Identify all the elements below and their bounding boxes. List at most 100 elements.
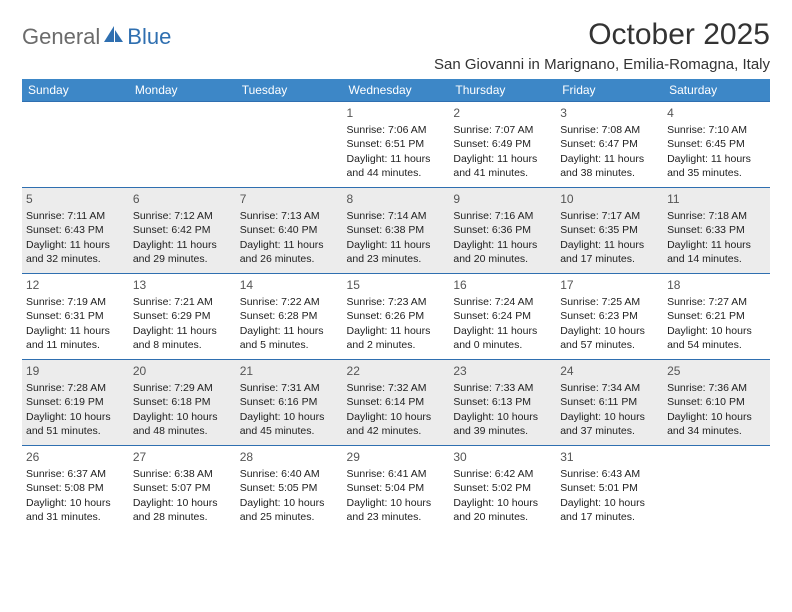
daylight-line: Daylight: 11 hours and 41 minutes.: [453, 152, 552, 180]
sunset-line: Sunset: 6:16 PM: [240, 395, 339, 409]
day-header: Saturday: [663, 79, 770, 102]
sunrise-line: Sunrise: 7:14 AM: [347, 209, 446, 223]
daylight-line: Daylight: 11 hours and 20 minutes.: [453, 238, 552, 266]
day-number: 24: [560, 363, 659, 379]
sunset-line: Sunset: 6:31 PM: [26, 309, 125, 323]
month-title: October 2025: [434, 18, 770, 52]
sunrise-line: Sunrise: 7:32 AM: [347, 381, 446, 395]
daylight-line: Daylight: 11 hours and 38 minutes.: [560, 152, 659, 180]
sunrise-line: Sunrise: 7:06 AM: [347, 123, 446, 137]
sunset-line: Sunset: 6:40 PM: [240, 223, 339, 237]
sunset-line: Sunset: 6:11 PM: [560, 395, 659, 409]
sunrise-line: Sunrise: 6:38 AM: [133, 467, 232, 481]
day-number: 2: [453, 105, 552, 121]
daylight-line: Daylight: 11 hours and 14 minutes.: [667, 238, 766, 266]
week-row: 1Sunrise: 7:06 AMSunset: 6:51 PMDaylight…: [22, 102, 770, 188]
day-cell: 25 Sunrise: 7:36 AMSunset: 6:10 PMDayligh…: [663, 360, 770, 446]
sunset-line: Sunset: 6:47 PM: [560, 137, 659, 151]
sunset-line: Sunset: 6:33 PM: [667, 223, 766, 237]
day-number: 6: [133, 191, 232, 207]
day-header-row: Sunday Monday Tuesday Wednesday Thursday…: [22, 79, 770, 102]
day-cell: 14Sunrise: 7:22 AMSunset: 6:28 PMDayligh…: [236, 274, 343, 360]
day-number: 9: [453, 191, 552, 207]
day-cell: [129, 102, 236, 188]
day-number: 25: [667, 363, 766, 379]
sunset-line: Sunset: 6:45 PM: [667, 137, 766, 151]
day-number: 29: [347, 449, 446, 465]
day-cell: 6Sunrise: 7:12 AMSunset: 6:42 PMDaylight…: [129, 188, 236, 274]
daylight-line: Daylight: 10 hours and 20 minutes.: [453, 496, 552, 524]
day-number: 7: [240, 191, 339, 207]
day-cell: 19Sunrise: 7:28 AMSunset: 6:19 PMDayligh…: [22, 360, 129, 446]
sunrise-line: Sunrise: 7:31 AM: [240, 381, 339, 395]
daylight-line: Daylight: 11 hours and 44 minutes.: [347, 152, 446, 180]
day-cell: 3Sunrise: 7:08 AMSunset: 6:47 PMDaylight…: [556, 102, 663, 188]
logo-sail-icon: [104, 26, 124, 49]
sunrise-line: Sunrise: 7:25 AM: [560, 295, 659, 309]
sunset-line: Sunset: 6:35 PM: [560, 223, 659, 237]
day-cell: 17Sunrise: 7:25 AMSunset: 6:23 PMDayligh…: [556, 274, 663, 360]
sunrise-line: Sunrise: 7:28 AM: [26, 381, 125, 395]
sunrise-line: Sunrise: 7:19 AM: [26, 295, 125, 309]
sunrise-line: Sunrise: 7:22 AM: [240, 295, 339, 309]
daylight-line: Daylight: 10 hours and 42 minutes.: [347, 410, 446, 438]
sunset-line: Sunset: 6:24 PM: [453, 309, 552, 323]
day-cell: 5Sunrise: 7:11 AMSunset: 6:43 PMDaylight…: [22, 188, 129, 274]
day-number: 10: [560, 191, 659, 207]
day-number: 13: [133, 277, 232, 293]
sunrise-line: Sunrise: 6:41 AM: [347, 467, 446, 481]
sunrise-line: Sunrise: 7:08 AM: [560, 123, 659, 137]
daylight-line: Daylight: 10 hours and 45 minutes.: [240, 410, 339, 438]
header: General Blue October 2025 San Giovanni i…: [22, 18, 770, 79]
day-cell: 4Sunrise: 7:10 AMSunset: 6:45 PMDaylight…: [663, 102, 770, 188]
day-number: 12: [26, 277, 125, 293]
day-number: 18: [667, 277, 766, 293]
location: San Giovanni in Marignano, Emilia-Romagn…: [434, 56, 770, 73]
sunset-line: Sunset: 6:23 PM: [560, 309, 659, 323]
day-cell: [663, 446, 770, 532]
sunset-line: Sunset: 6:51 PM: [347, 137, 446, 151]
sunrise-line: Sunrise: 7:12 AM: [133, 209, 232, 223]
sunset-line: Sunset: 6:49 PM: [453, 137, 552, 151]
day-number: 26: [26, 449, 125, 465]
day-cell: 15Sunrise: 7:23 AMSunset: 6:26 PMDayligh…: [343, 274, 450, 360]
day-number: 16: [453, 277, 552, 293]
day-cell: 31Sunrise: 6:43 AMSunset: 5:01 PMDayligh…: [556, 446, 663, 532]
daylight-line: Daylight: 10 hours and 54 minutes.: [667, 324, 766, 352]
daylight-line: Daylight: 10 hours and 34 minutes.: [667, 410, 766, 438]
logo-text-blue: Blue: [127, 24, 171, 50]
sunset-line: Sunset: 6:19 PM: [26, 395, 125, 409]
day-cell: 9Sunrise: 7:16 AMSunset: 6:36 PMDaylight…: [449, 188, 556, 274]
day-cell: 26Sunrise: 6:37 AMSunset: 5:08 PMDayligh…: [22, 446, 129, 532]
day-header: Sunday: [22, 79, 129, 102]
daylight-line: Daylight: 11 hours and 29 minutes.: [133, 238, 232, 266]
sunset-line: Sunset: 6:26 PM: [347, 309, 446, 323]
sunrise-line: Sunrise: 7:36 AM: [667, 381, 766, 395]
sunset-line: Sunset: 5:08 PM: [26, 481, 125, 495]
day-number: 28: [240, 449, 339, 465]
day-number: 31: [560, 449, 659, 465]
sunrise-line: Sunrise: 7:18 AM: [667, 209, 766, 223]
sunrise-line: Sunrise: 7:29 AM: [133, 381, 232, 395]
sunset-line: Sunset: 6:10 PM: [667, 395, 766, 409]
sunset-line: Sunset: 5:02 PM: [453, 481, 552, 495]
sunrise-line: Sunrise: 7:07 AM: [453, 123, 552, 137]
sunset-line: Sunset: 6:18 PM: [133, 395, 232, 409]
day-cell: 11Sunrise: 7:18 AMSunset: 6:33 PMDayligh…: [663, 188, 770, 274]
sunset-line: Sunset: 5:04 PM: [347, 481, 446, 495]
day-cell: 24Sunrise: 7:34 AMSunset: 6:11 PMDayligh…: [556, 360, 663, 446]
week-row: 19Sunrise: 7:28 AMSunset: 6:19 PMDayligh…: [22, 360, 770, 446]
day-cell: [22, 102, 129, 188]
sunset-line: Sunset: 6:21 PM: [667, 309, 766, 323]
day-cell: 20Sunrise: 7:29 AMSunset: 6:18 PMDayligh…: [129, 360, 236, 446]
sunrise-line: Sunrise: 6:37 AM: [26, 467, 125, 481]
week-row: 12 Sunrise: 7:19 AMSunset: 6:31 PM Dayligh…: [22, 274, 770, 360]
sunrise-line: Sunrise: 6:40 AM: [240, 467, 339, 481]
day-cell: 23Sunrise: 7:33 AMSunset: 6:13 PMDayligh…: [449, 360, 556, 446]
daylight-line: Daylight: 10 hours and 48 minutes.: [133, 410, 232, 438]
daylight-line: Daylight: 10 hours and 25 minutes.: [240, 496, 339, 524]
sunrise-line: Sunrise: 7:33 AM: [453, 381, 552, 395]
daylight-line: Daylight: 10 hours and 28 minutes.: [133, 496, 232, 524]
day-number: 5: [26, 191, 125, 207]
daylight-line: Daylight: 11 hours and 17 minutes.: [560, 238, 659, 266]
